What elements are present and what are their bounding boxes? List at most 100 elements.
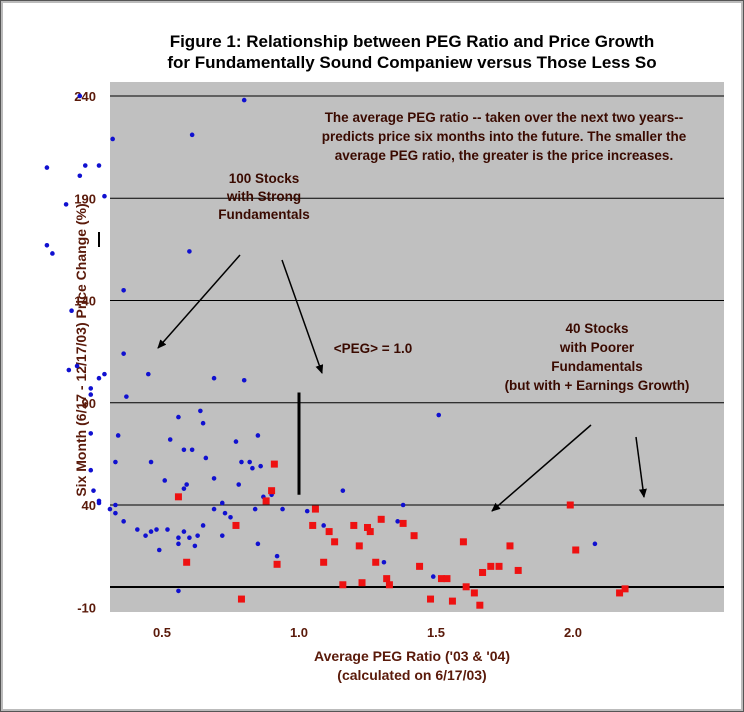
poorer-label-line-3: Fundamentals (551, 359, 643, 374)
gridlines (110, 95, 724, 506)
strong-fundamentals-point (255, 541, 261, 547)
poorer-fundamentals-point (383, 575, 391, 583)
note-line-1: The average PEG ratio -- taken over the … (325, 110, 684, 125)
y-tick-label: 40 (82, 498, 96, 513)
strong-fundamentals-point (280, 506, 285, 512)
strong-fundamentals-point (381, 559, 387, 565)
strong-fundamentals-point (274, 553, 280, 559)
strong-fundamentals-point (181, 486, 187, 491)
strong-fundamentals-point (167, 437, 173, 442)
strong-fundamentals-point (102, 371, 107, 377)
strong-fundamentals-point (113, 459, 118, 465)
poorer-fundamentals-point (495, 562, 503, 570)
poorer-fundamentals-point (237, 595, 245, 603)
data-points (44, 93, 629, 609)
strong-fundamentals-point (176, 588, 181, 594)
strong-fundamentals-point (181, 529, 187, 534)
poorer-fundamentals-point (437, 575, 445, 583)
poorer-label-line-2: with Poorer (559, 340, 635, 355)
strong-fundamentals-point (176, 541, 181, 547)
poorer-fundamentals-point (309, 521, 317, 529)
x-axis-label-line-2: (calculated on 6/17/03) (337, 667, 486, 683)
strong-fundamentals-point (592, 541, 598, 547)
strong-fundamentals-point (198, 408, 203, 414)
poorer-fundamentals-point (410, 532, 418, 540)
strong-fundamentals-point (113, 510, 118, 516)
peg-label: <PEG> = 1.0 (334, 341, 412, 356)
strong-fundamentals-point (211, 506, 217, 512)
strong-fundamentals-point (96, 375, 102, 381)
strong-fundamentals-point (107, 506, 113, 512)
strong-fundamentals-point (189, 447, 195, 453)
plot-area (110, 82, 724, 612)
poorer-fundamentals-point (443, 575, 451, 583)
poorer-fundamentals-point (621, 585, 629, 593)
poorer-fundamentals-point (506, 542, 514, 550)
poorer-fundamentals-point (399, 519, 407, 527)
poorer-fundamentals-point (566, 501, 574, 509)
strong-fundamentals-point (44, 165, 50, 170)
strong-fundamentals-point (91, 488, 96, 493)
strong-fundamentals-point (88, 392, 94, 397)
strong-fundamentals-point (63, 202, 69, 207)
strong-fundamentals-point (187, 535, 192, 541)
strong-fundamentals-point (184, 482, 189, 487)
y-tick-label: 140 (74, 294, 96, 309)
strong-fundamentals-point (228, 514, 233, 520)
strong-fundamentals-point (96, 500, 102, 506)
note-line-2: predicts price six months into the futur… (322, 129, 687, 144)
strong-fundamentals-point (121, 351, 126, 356)
chart-title-line-2: for Fundamentally Sound Companiew versus… (167, 53, 656, 72)
strong-fundamentals-point (124, 394, 129, 399)
strong-fundamentals-point (74, 363, 80, 369)
strong-fundamentals-point (77, 173, 83, 179)
strong-fundamentals-point (121, 287, 126, 293)
poorer-fundamentals-point (311, 505, 319, 513)
strong-fundamentals-point (102, 193, 107, 199)
strong-fundamentals-point (113, 502, 118, 508)
strong-fundamentals-point (181, 447, 187, 453)
strong-fundamentals-point (88, 386, 94, 391)
strong-fundamentals-point (304, 508, 310, 514)
poorer-fundamentals-point (416, 562, 424, 570)
poorer-fundamentals-point (320, 558, 328, 566)
strong-fundamentals-point (252, 506, 258, 512)
y-tick-label: 90 (82, 396, 96, 411)
strong-fundamentals-point (96, 163, 102, 168)
strong-fundamentals-point (200, 523, 206, 528)
strong-fundamentals-point (187, 249, 192, 254)
poorer-fundamentals-point (366, 528, 374, 536)
strong-fundamentals-point (430, 574, 436, 579)
strong-fundamentals-point (250, 465, 255, 471)
strong-fundamentals-point (211, 476, 217, 481)
strong-fundamentals-point (82, 163, 88, 168)
strong-fundamentals-point (143, 533, 148, 538)
poorer-fundamentals-point (350, 521, 358, 529)
poorer-fundamentals-point (331, 538, 339, 546)
x-tick-label: 0.5 (153, 625, 171, 640)
strong-label-line-3: Fundamentals (218, 207, 310, 222)
y-tick-label: 190 (74, 191, 96, 206)
strong-fundamentals-point (340, 488, 346, 493)
strong-fundamentals-point (110, 136, 115, 142)
strong-fundamentals-point (211, 375, 217, 381)
strong-fundamentals-point (156, 547, 162, 553)
strong-fundamentals-point (233, 439, 239, 444)
poorer-fundamentals-point (427, 595, 435, 603)
strong-fundamentals-point (176, 414, 181, 420)
poorer-fundamentals-point (262, 497, 270, 505)
poorer-fundamentals-point (459, 538, 467, 546)
note-line-3: average PEG ratio, the greater is the pr… (335, 148, 673, 163)
strong-fundamentals-point (44, 242, 50, 248)
poorer-fundamentals-point (487, 562, 495, 570)
strong-fundamentals-point (148, 529, 154, 534)
poorer-fundamentals-point (325, 528, 333, 536)
y-tick-label: -10 (77, 600, 96, 615)
strong-fundamentals-point (50, 251, 55, 256)
strong-fundamentals-point (165, 527, 170, 532)
strong-fundamentals-point (241, 97, 247, 103)
strong-fundamentals-point (258, 463, 263, 469)
arrow-strong-right (281, 259, 324, 374)
poorer-fundamentals-point (273, 560, 281, 568)
